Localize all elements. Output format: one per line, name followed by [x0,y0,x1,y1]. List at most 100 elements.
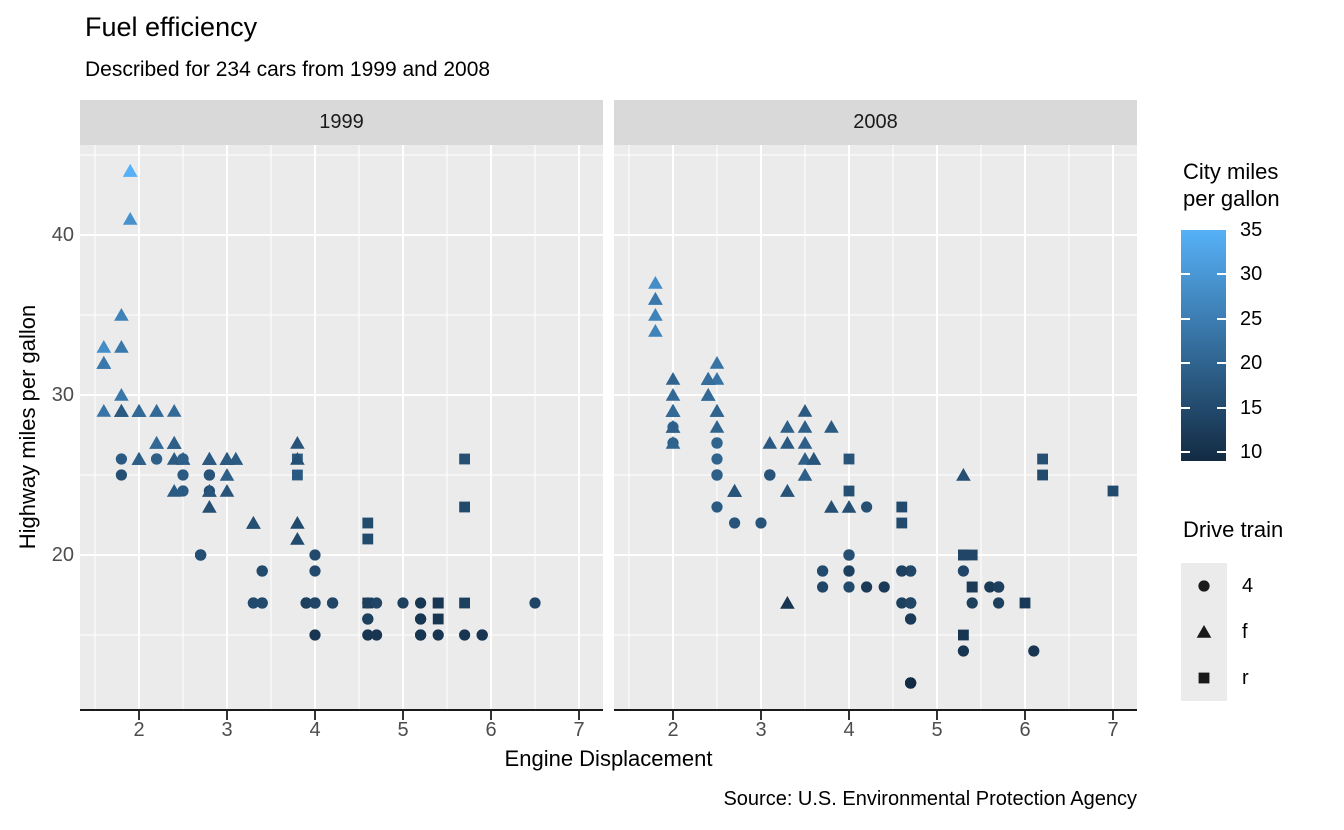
data-point [202,500,217,513]
colorbar-tick [1217,273,1226,276]
data-point [711,453,723,465]
facet-strip-2008: 2008 [614,100,1137,145]
colorbar-label: 30 [1240,263,1263,286]
data-point [114,404,129,417]
data-point [709,420,725,433]
data-point [958,549,969,561]
triangle-key-icon [1196,625,1212,638]
data-point [797,420,813,433]
data-point [843,581,855,593]
data-point [149,436,164,449]
data-point [309,597,321,609]
colorbar-tick [1217,451,1226,454]
x-axis-tick-label: 2 [133,719,144,741]
data-point [957,645,969,657]
data-point [665,436,681,449]
data-point [415,597,427,609]
data-point [958,629,969,641]
data-point [362,629,374,641]
data-point [177,469,189,481]
data-point [1028,645,1040,657]
shape-legend-label: 4 [1242,575,1254,597]
data-point [327,597,339,609]
data-point [256,597,268,609]
colorbar-tick [1217,406,1226,409]
data-point [665,404,681,417]
data-point [665,372,681,385]
square-key-icon [1198,672,1210,684]
data-point [122,164,138,177]
data-point [966,549,978,561]
colorbar-label: 10 [1240,441,1263,464]
data-point [219,468,235,481]
colorbar-tick [1181,362,1190,365]
data-point [905,565,917,577]
data-point [529,597,541,609]
data-point [817,565,829,577]
data-point [362,517,374,529]
data-point [727,484,742,497]
data-point [309,549,321,561]
data-point [1037,453,1048,465]
data-point [1107,485,1119,497]
data-point [166,484,182,497]
data-point [824,500,839,513]
data-point [115,469,127,481]
x-axis-tick-label: 7 [573,719,584,741]
data-point [905,677,917,689]
data-point [247,597,259,609]
data-point [96,356,112,369]
x-axis-tick-label: 3 [755,719,766,741]
data-point [96,340,112,353]
data-point [709,356,725,369]
colorbar-gradient [1181,230,1226,461]
data-point [415,613,427,625]
data-point [780,484,795,497]
data-point [219,452,235,465]
data-point [131,452,147,465]
colorbar-tick [1181,317,1190,320]
data-point [397,597,409,609]
colorbar-tick [1181,273,1190,276]
data-point [371,597,383,609]
data-point [797,468,813,481]
data-point [177,453,189,465]
data-point [729,517,741,529]
data-point [896,597,908,609]
data-point [843,565,855,577]
data-point [966,581,978,593]
x-axis-tick-label: 7 [1107,719,1118,741]
data-point [984,581,996,593]
x-axis-tick-label: 5 [931,719,942,741]
data-point [878,581,890,593]
data-point [256,565,268,577]
colorbar-tick [1217,317,1226,320]
data-point [309,629,321,641]
data-point [993,581,1005,593]
data-point [309,565,321,577]
data-point [824,420,839,433]
colorbar-label: 35 [1240,219,1263,241]
data-point [290,516,305,529]
data-point [861,581,873,593]
colorbar-tick [1181,406,1190,409]
data-point [1019,597,1031,609]
data-point [371,629,383,641]
data-point [459,597,470,609]
color-legend-title: City miles per gallon [1183,158,1280,212]
data-point [797,404,813,417]
data-point [896,565,908,577]
x-axis-title: Engine Displacement [504,746,713,771]
data-point [202,452,217,465]
data-point [177,485,189,497]
data-point [290,532,305,545]
data-point [711,469,723,481]
data-point [806,452,822,465]
y-axis-title: Highway miles per gallon [15,304,40,550]
data-point [246,516,261,529]
data-point [1037,469,1048,481]
data-point [905,597,917,609]
data-point [665,388,681,401]
data-point [114,308,129,321]
data-point [780,596,795,609]
